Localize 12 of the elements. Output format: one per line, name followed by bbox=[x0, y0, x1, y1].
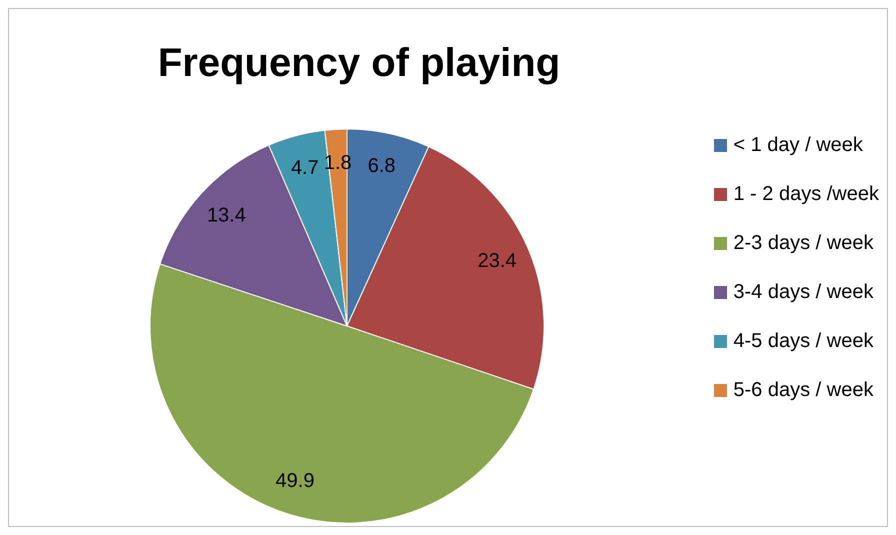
data-label: 49.9 bbox=[276, 470, 314, 492]
legend-label: 4-5 days / week bbox=[733, 330, 874, 352]
data-label: 13.4 bbox=[206, 204, 246, 227]
legend-label: 3-4 days / week bbox=[733, 280, 874, 304]
legend-label: < 1 day / week bbox=[733, 134, 863, 156]
legend-label: 1 - 2 days /week bbox=[733, 182, 879, 206]
legend-label: 2-3 days / week bbox=[733, 232, 874, 254]
data-label: 23.4 bbox=[478, 250, 517, 272]
data-label: 4.7 bbox=[290, 157, 319, 180]
legend-label: 5-6 days / week bbox=[733, 378, 874, 402]
chart-title: Frequency of playing bbox=[156, 41, 562, 86]
data-label: 6.8 bbox=[368, 155, 396, 178]
